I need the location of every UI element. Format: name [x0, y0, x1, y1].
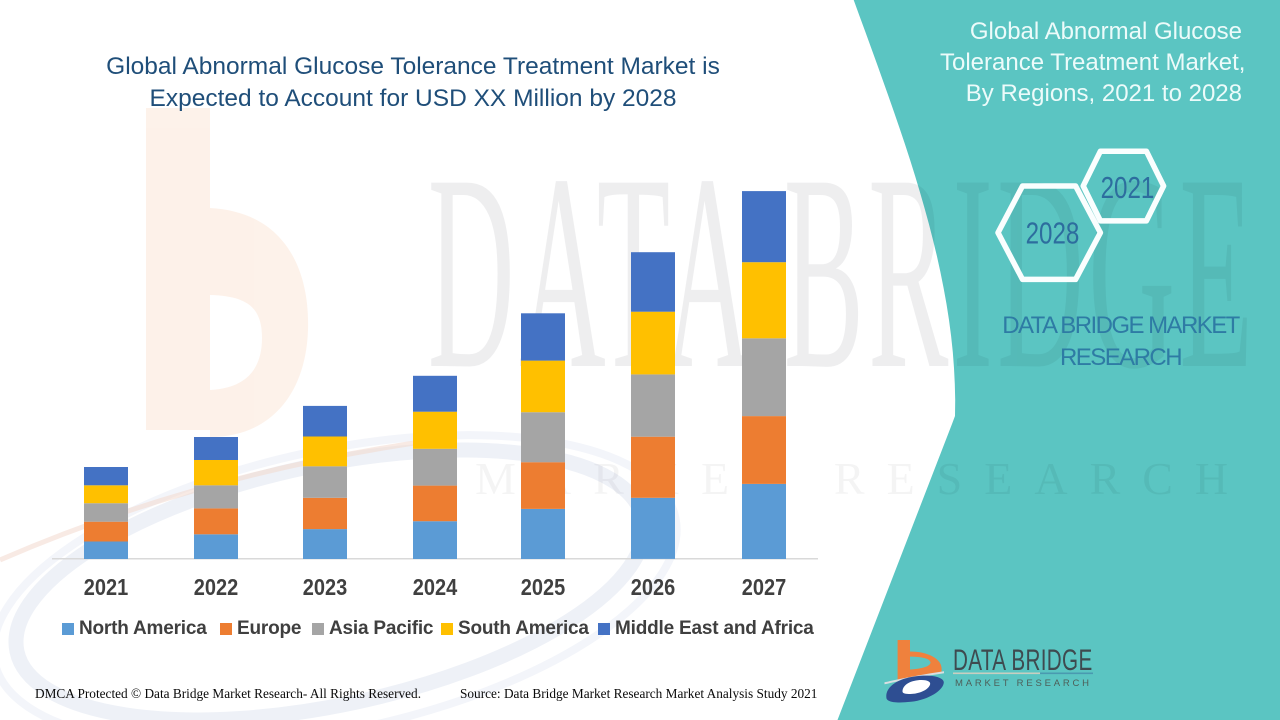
svg-text:2028: 2028: [1026, 215, 1080, 250]
svg-text:MARKET RESEARCH: MARKET RESEARCH: [955, 678, 1092, 689]
svg-text:DATA BRIDGE: DATA BRIDGE: [953, 645, 1093, 677]
svg-text:2021: 2021: [1101, 170, 1155, 205]
